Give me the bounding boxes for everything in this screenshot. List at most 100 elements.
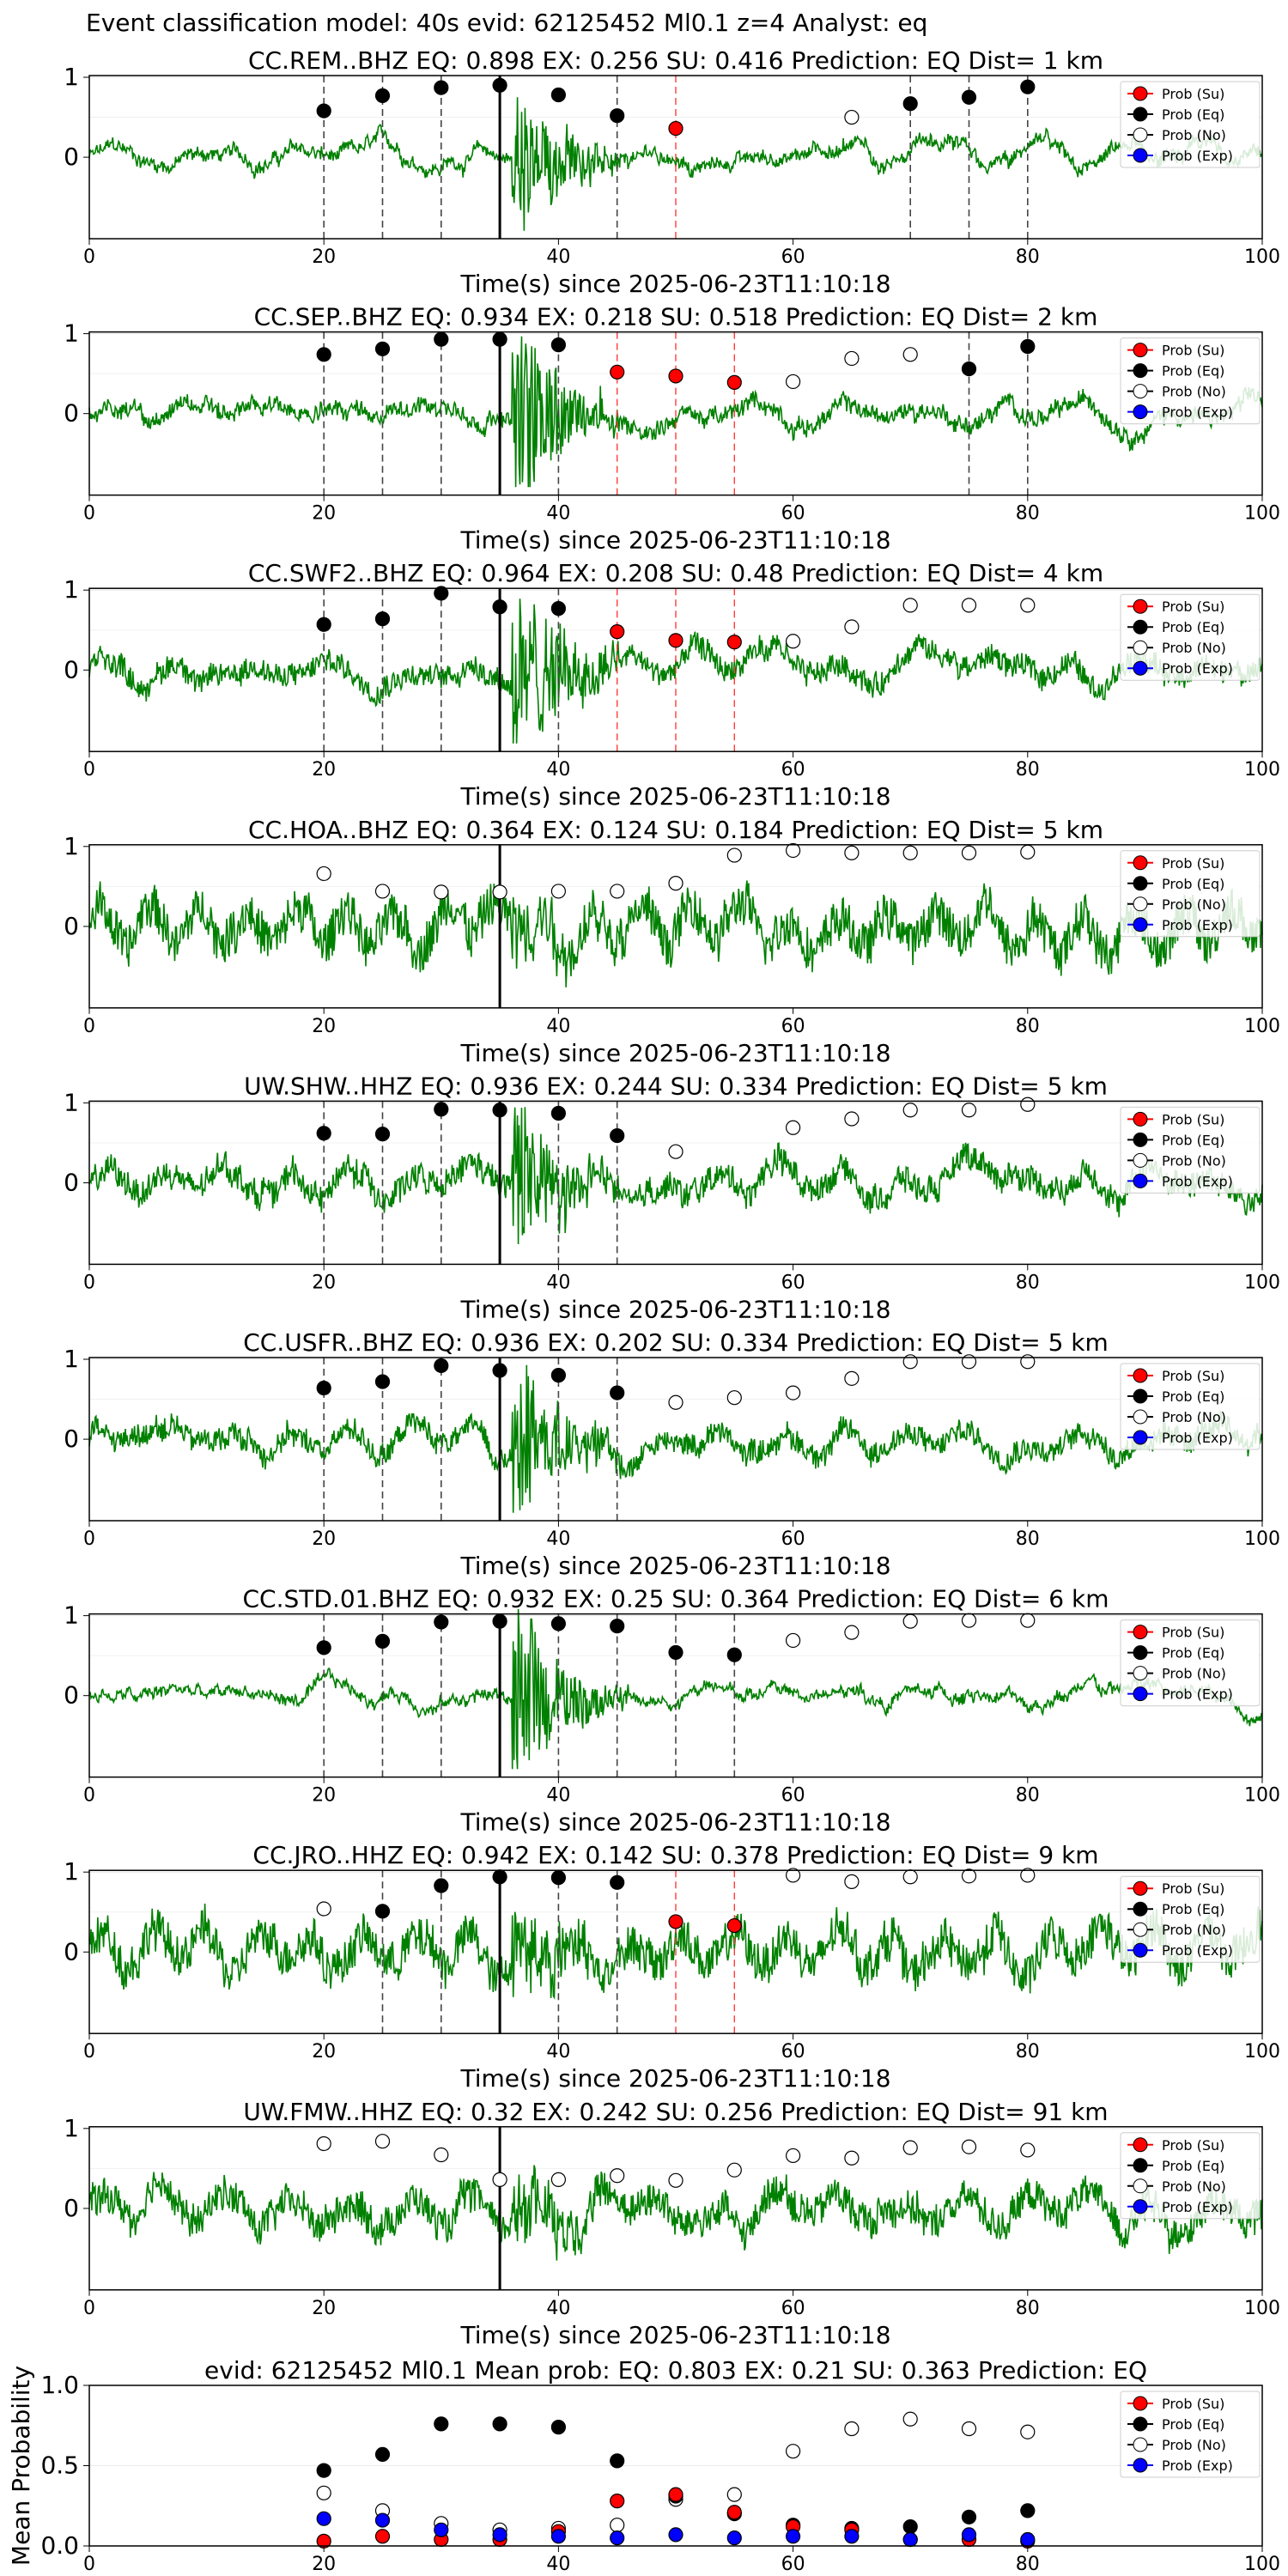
legend-label-exp: Prob (Exp)	[1162, 1942, 1233, 1959]
panel-title: CC.STD.01.BHZ EQ: 0.932 EX: 0.25 SU: 0.3…	[243, 1585, 1109, 1613]
prob-marker-eq	[610, 108, 625, 124]
panel-title: CC.USFR..BHZ EQ: 0.936 EX: 0.202 SU: 0.3…	[243, 1328, 1109, 1357]
legend-marker-eq	[1133, 876, 1148, 891]
mean-marker-no	[610, 2518, 625, 2533]
prob-marker-no	[316, 866, 331, 882]
mean-marker-eq	[961, 2509, 977, 2524]
station-panel: CC.SEP..BHZ EQ: 0.934 EX: 0.218 SU: 0.51…	[64, 303, 1280, 555]
y-tick-label: 1	[64, 1857, 79, 1886]
y-tick-label: 1	[64, 832, 79, 860]
legend-marker-eq	[1133, 1901, 1148, 1917]
x-axis-label: Time(s) since 2025-06-23T11:10:18	[459, 1552, 890, 1580]
x-axis-label: Time(s) since 2025-06-23T11:10:18	[459, 1808, 890, 1837]
panel-title: CC.REM..BHZ EQ: 0.898 EX: 0.256 SU: 0.41…	[248, 46, 1103, 75]
legend-box	[1120, 850, 1261, 938]
prob-marker-eq	[492, 599, 507, 615]
station-panel: CC.JRO..HHZ EQ: 0.942 EX: 0.142 SU: 0.37…	[64, 1841, 1280, 2093]
x-tick-label: 80	[1016, 1785, 1040, 1807]
prob-marker-eq	[550, 601, 567, 617]
prob-marker-eq	[492, 1613, 507, 1629]
prob-marker-no	[492, 2172, 507, 2187]
prob-marker-no	[844, 1111, 860, 1127]
mean-marker-eq	[492, 2416, 507, 2432]
prob-marker-no	[785, 1385, 801, 1400]
station-panel: CC.REM..BHZ EQ: 0.898 EX: 0.256 SU: 0.41…	[64, 46, 1280, 298]
mean-marker-su	[374, 2529, 391, 2544]
legend-marker-eq	[1133, 106, 1148, 122]
mean-marker-eq	[434, 2416, 449, 2432]
prob-marker-eq	[550, 337, 567, 353]
legend-label-su: Prob (Su)	[1162, 855, 1224, 872]
panel-title: CC.SWF2..BHZ EQ: 0.964 EX: 0.208 SU: 0.4…	[248, 559, 1103, 587]
prob-marker-no	[550, 2172, 567, 2187]
prob-marker-no	[961, 845, 977, 860]
legend-label-no: Prob (No)	[1162, 2437, 1226, 2453]
prob-marker-no	[1020, 1354, 1036, 1370]
prob-marker-no	[961, 1354, 977, 1370]
x-axis-label: Time(s) since 2025-06-23T11:10:18	[459, 270, 890, 298]
prob-marker-eq	[961, 361, 977, 377]
prob-marker-eq	[316, 1640, 331, 1656]
x-tick-label: 40	[546, 1272, 570, 1293]
x-tick-label: 0	[83, 2298, 95, 2319]
x-tick-label: 0	[83, 1785, 95, 1807]
prob-marker-eq	[434, 1102, 449, 1117]
legend-label-su: Prob (Su)	[1162, 1111, 1224, 1127]
legend-marker-no	[1133, 1409, 1148, 1425]
legend-marker-no	[1133, 896, 1148, 912]
x-axis-label: Time(s) since 2025-06-23T11:10:18	[459, 2064, 890, 2093]
legend-label-no: Prob (No)	[1162, 896, 1226, 913]
mean-marker-exp	[374, 2512, 391, 2528]
legend-label-exp: Prob (Exp)	[1162, 404, 1233, 421]
legend-label-no: Prob (No)	[1162, 1409, 1226, 1425]
x-tick-label: 0	[83, 1528, 95, 1550]
legend-label-su: Prob (Su)	[1162, 1368, 1224, 1384]
legend-label-eq: Prob (Eq)	[1162, 363, 1224, 380]
prob-marker-no	[902, 845, 918, 860]
prob-marker-no	[961, 598, 977, 613]
x-tick-label: 80	[1016, 759, 1040, 781]
legend-label-no: Prob (No)	[1162, 2178, 1226, 2195]
x-tick-label: 100	[1244, 246, 1280, 268]
x-tick-label: 20	[312, 246, 336, 268]
x-axis-label: Time(s) since 2025-06-23T11:10:18	[459, 1039, 890, 1067]
x-tick-label: 60	[781, 1528, 805, 1550]
x-axis-label: Time(s) since 2025-06-23T11:10:18	[459, 2321, 890, 2349]
waveform-trace	[88, 880, 1263, 987]
waveform-trace	[88, 2165, 1263, 2261]
prob-marker-no	[785, 1120, 801, 1135]
x-tick-label: 0	[83, 1016, 95, 1037]
panel-title: CC.SEP..BHZ EQ: 0.934 EX: 0.218 SU: 0.51…	[254, 303, 1098, 331]
x-tick-label: 40	[546, 2554, 570, 2575]
legend-label-su: Prob (Su)	[1162, 1625, 1224, 1641]
x-tick-label: 20	[312, 1528, 336, 1550]
prob-marker-eq	[374, 341, 391, 356]
prob-marker-no	[1020, 1613, 1036, 1628]
prob-marker-no	[610, 2168, 625, 2184]
prob-marker-eq	[902, 96, 918, 112]
prob-marker-eq	[374, 611, 391, 627]
legend-box	[1120, 593, 1261, 681]
x-axis-label: Time(s) since 2025-06-23T11:10:18	[459, 782, 890, 811]
x-tick-label: 60	[781, 1272, 805, 1293]
waveform-trace	[88, 1608, 1263, 1770]
x-tick-label: 40	[546, 1528, 570, 1550]
mean-marker-exp	[1020, 2531, 1036, 2548]
legend-marker-eq	[1133, 2158, 1148, 2173]
y-tick-label: 1	[64, 1345, 79, 1373]
station-panel: UW.SHW..HHZ EQ: 0.936 EX: 0.244 SU: 0.33…	[64, 1072, 1280, 1323]
legend-marker-su	[1133, 343, 1148, 358]
prob-marker-no	[492, 884, 507, 900]
prob-marker-no	[726, 1390, 742, 1406]
x-tick-label: 60	[781, 246, 805, 268]
legend-marker-exp	[1133, 1686, 1148, 1702]
prob-marker-no	[668, 1394, 683, 1410]
x-tick-label: 20	[312, 503, 336, 525]
x-tick-label: 100	[1244, 1272, 1280, 1293]
prob-marker-no	[844, 1370, 860, 1386]
prob-marker-eq	[550, 1870, 567, 1886]
x-tick-label: 20	[312, 2298, 336, 2319]
legend-label-exp: Prob (Exp)	[1162, 2458, 1233, 2474]
prob-marker-no	[316, 1901, 331, 1917]
prob-marker-no	[902, 1354, 918, 1370]
